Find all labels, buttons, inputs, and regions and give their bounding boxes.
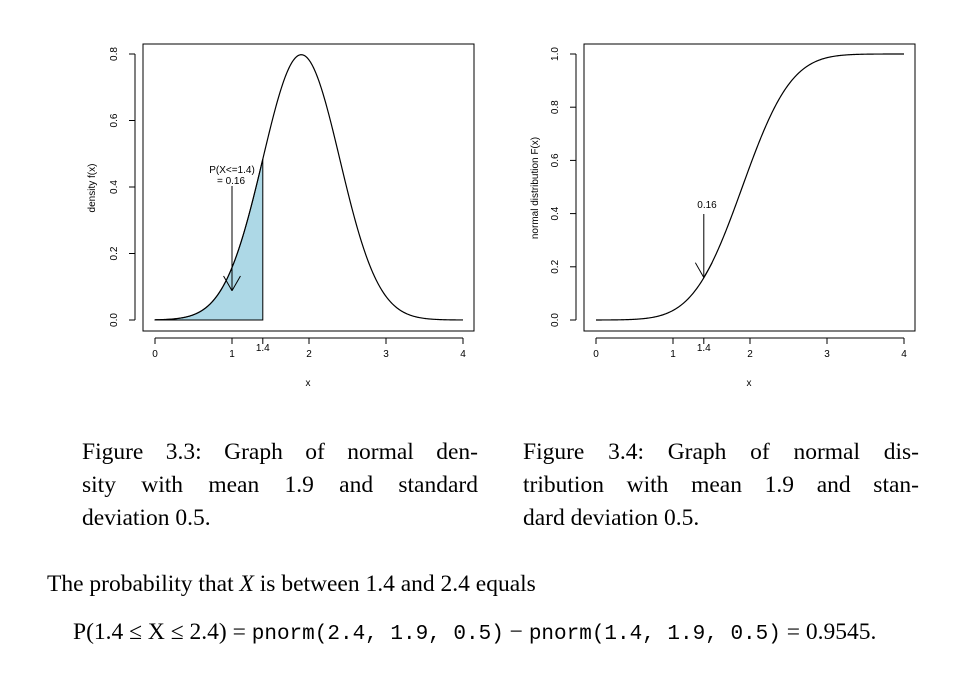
x-tick-label: 4	[460, 349, 466, 360]
x-axis-label: x	[306, 378, 311, 389]
arrow-head	[694, 262, 705, 278]
caption-line: tribution with mean 1.9 and stan-	[523, 472, 919, 498]
arrow-head	[223, 275, 233, 291]
shaded-probability-region	[154, 158, 264, 321]
y-tick-label: 0.8	[109, 47, 120, 61]
figure-3-4-caption: Figure 3.4: Graph of normal dis- tributi…	[523, 436, 919, 535]
x-tick-label: 1	[670, 349, 676, 360]
body-paragraph: The probability that X is between 1.4 an…	[47, 571, 536, 598]
y-axis: 0.0 0.2 0.4 0.6 0.8	[109, 47, 136, 327]
y-tick-label: 0.0	[109, 313, 120, 327]
y-tick-label: 0.2	[550, 259, 561, 273]
x-axis-label: x	[747, 378, 752, 389]
plot-frame	[583, 43, 916, 332]
annotation-line-1: P(X<=1.4)	[209, 165, 255, 176]
y-tick-label: 0.0	[550, 313, 561, 327]
cdf-curve	[596, 53, 904, 321]
y-tick-label: 0.4	[109, 180, 120, 194]
annotation-line-2: = 0.16	[217, 176, 246, 187]
body-text-after: is between 1.4 and 2.4 equals	[253, 571, 536, 597]
y-tick-label: 0.6	[109, 113, 120, 127]
arrow-head	[703, 262, 713, 278]
y-axis: 0.0 0.2 0.4 0.6 0.8 1.0	[550, 47, 577, 327]
x-tick-label: 2	[306, 349, 312, 360]
y-tick-label: 0.2	[109, 246, 120, 260]
y-tick-label: 0.6	[550, 153, 561, 167]
caption-line: Figure 3.4: Graph of normal dis-	[523, 439, 919, 465]
formula-minus: −	[503, 619, 529, 645]
density-curve	[154, 54, 463, 321]
formula-lhs: P(1.4 ≤ X ≤ 2.4) =	[73, 619, 252, 645]
caption-line: dard deviation 0.5.	[523, 505, 700, 531]
density-plot: 0 1 2 3 41.4 0.00.20.40.60.8 x density f(x) …	[87, 43, 475, 389]
x-tick-label: 3	[824, 349, 830, 360]
x-tick-label: 3	[383, 349, 389, 360]
distribution-plot: 0 1 2 3 4 1.4 0.0 0.2 0.4 0.6 0.8 1.0 x normal dis…	[530, 43, 916, 389]
y-tick-label: 0.4	[550, 206, 561, 220]
x-tick-label: 1	[229, 349, 235, 360]
y-axis-label: density f(x)	[87, 164, 98, 213]
x-tick-label: 2	[747, 349, 753, 360]
annotation-arrow	[694, 214, 713, 278]
x-tick-label: 4	[901, 349, 907, 360]
y-tick-label: 1.0	[550, 47, 561, 61]
y-axis-label: normal distribution F(x)	[530, 137, 541, 239]
annotation-label: 0.16	[697, 200, 717, 211]
x-tick-label: 1.4	[256, 343, 270, 354]
probability-formula: P(1.4 ≤ X ≤ 2.4) = pnorm(2.4, 1.9, 0.5) …	[73, 619, 876, 646]
caption-line: sity with mean 1.9 and standard	[82, 472, 478, 498]
figure-3-3-caption: Figure 3.3: Graph of normal den- sity wi…	[82, 436, 478, 535]
x-axis: 0 1 2 3 4 1.4	[152, 337, 466, 360]
x-axis: 0 1 2 3 4 1.4	[593, 337, 907, 360]
plot-frame	[142, 43, 475, 332]
caption-line: deviation 0.5.	[82, 505, 211, 531]
annotation-arrow	[223, 186, 241, 291]
x-tick-label: 1.4	[697, 343, 711, 354]
formula-pnorm-1: pnorm(2.4, 1.9, 0.5)	[251, 623, 504, 646]
x-tick-label: 0	[152, 349, 158, 360]
formula-pnorm-2: pnorm(1.4, 1.9, 0.5)	[528, 623, 781, 646]
y-tick-label: 0.8	[550, 100, 561, 114]
x-tick-label: 0	[593, 349, 599, 360]
caption-line: Figure 3.3: Graph of normal den-	[82, 439, 478, 465]
body-text-before: The probability that	[47, 571, 240, 597]
arrow-head	[231, 275, 241, 291]
body-variable: X	[239, 571, 254, 597]
formula-rhs: = 0.9545.	[780, 619, 877, 645]
